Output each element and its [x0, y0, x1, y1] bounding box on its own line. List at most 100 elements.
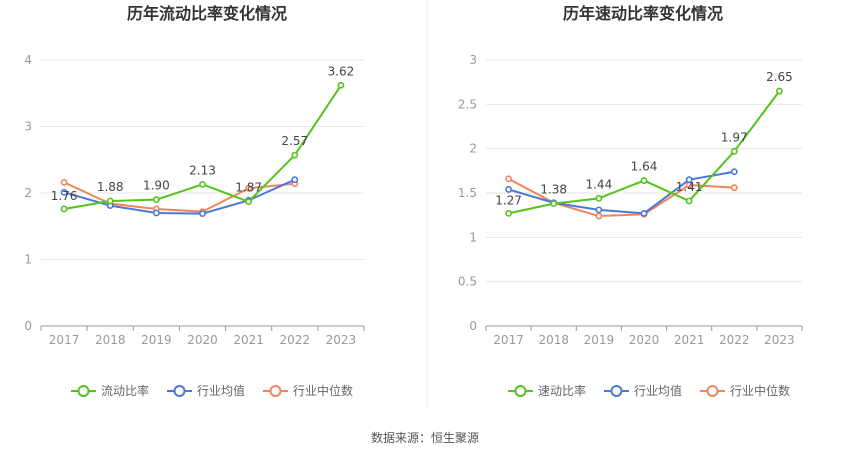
y-tick-label: 0 [469, 319, 477, 333]
data-label: 1.88 [97, 180, 124, 194]
data-point [60, 188, 68, 196]
x-tick-label: 2023 [326, 333, 357, 347]
source-note: 数据来源：恒生聚源 [370, 431, 479, 445]
x-tick-label: 2019 [141, 333, 172, 347]
data-point [245, 198, 253, 206]
data-label: 1.87 [235, 181, 262, 195]
data-point [505, 186, 512, 193]
x-tick-label: 2020 [629, 333, 660, 347]
data-point [685, 197, 693, 205]
legend-item[interactable]: 行业中位数 [263, 383, 353, 398]
data-point [730, 147, 738, 155]
data-point [730, 184, 738, 192]
y-tick-label: 1 [469, 230, 477, 244]
data-point [152, 196, 160, 204]
y-tick-label: 2.5 [458, 97, 477, 111]
data-point [505, 175, 512, 183]
legend-label: 行业均值 [634, 383, 682, 398]
x-tick-label: 2017 [49, 333, 80, 347]
x-tick-label: 2023 [764, 333, 795, 347]
data-label: 1.97 [721, 130, 748, 144]
data-label: 1.41 [676, 180, 703, 194]
y-tick-label: 0.5 [458, 275, 477, 289]
data-point [199, 180, 206, 188]
legend-item[interactable]: 行业均值 [167, 383, 245, 398]
x-tick-label: 2019 [584, 333, 615, 347]
legend-item[interactable]: 流动比率 [71, 383, 149, 398]
y-tick-label: 3 [469, 53, 477, 67]
x-tick-label: 2020 [187, 333, 218, 347]
y-tick-label: 2 [469, 142, 477, 156]
data-label: 2.13 [189, 163, 216, 177]
chart-1: 历年流动比率变化情况 0 1 2 3 4 2017 2018 2019 2020 2021 2022 2… [24, 4, 365, 398]
legend-label: 行业均值 [197, 383, 245, 398]
legend-item[interactable]: 行业均值 [604, 383, 682, 398]
series-1: 1.27 1.38 1.44 1.64 1.41 1.97 2.65 [495, 70, 793, 217]
data-point [730, 168, 738, 176]
series-line [508, 170, 735, 215]
legend-marker-icon [610, 385, 623, 397]
data-point [595, 212, 603, 220]
data-point [776, 87, 783, 95]
x-tick-label: 2018 [538, 333, 569, 347]
y-tick-label: 0 [24, 319, 32, 333]
data-point [199, 210, 206, 218]
data-point [505, 209, 512, 217]
x-tick-label: 2022 [280, 333, 311, 347]
data-point [60, 205, 68, 213]
data-label: 1.38 [540, 183, 567, 197]
data-point [245, 184, 253, 192]
chart-title: 历年流动比率变化情况 [127, 4, 287, 23]
series-1: 1.76 1.88 1.90 2.13 1.87 2.57 3.62 [51, 64, 355, 213]
chart-2: 历年速动比率变化情况 0 0.5 1 1.5 2 2.5 3 2017 2018 2019 2020 2… [458, 4, 803, 398]
data-point [550, 200, 558, 208]
x-tick-label: 2018 [95, 333, 126, 347]
data-label: 3.62 [328, 64, 355, 78]
data-point [595, 194, 603, 202]
legend-label: 行业中位数 [293, 383, 353, 398]
x-tick-label: 2021 [674, 333, 705, 347]
data-label: 1.64 [631, 160, 658, 174]
legend-label: 行业中位数 [730, 383, 790, 398]
charts-canvas: 历年流动比率变化情况 0 1 2 3 4 2017 2018 2019 2020 2021 2022 2… [24, 0, 803, 408]
data-point [291, 176, 299, 184]
y-tick-label: 1.5 [458, 186, 477, 200]
x-tick-label: 2022 [719, 333, 750, 347]
x-tick-label: 2021 [233, 333, 264, 347]
legend-marker-icon [706, 385, 719, 397]
data-point [291, 151, 299, 159]
series-line [508, 177, 735, 218]
data-label: 1.76 [51, 189, 78, 203]
y-tick-label: 4 [24, 53, 32, 67]
data-label: 1.44 [585, 177, 612, 191]
legend-label: 速动比率 [538, 383, 586, 398]
legend: 速动比率 行业均值 行业中位数 [508, 383, 790, 398]
data-point [640, 177, 648, 184]
data-point [60, 178, 68, 186]
data-point [106, 197, 114, 205]
chart-title: 历年速动比率变化情况 [563, 4, 723, 23]
data-point [595, 206, 603, 214]
legend: 流动比率 行业均值 行业中位数 [71, 383, 353, 398]
data-point [337, 81, 345, 89]
legend-marker-icon [77, 385, 90, 397]
series-line [63, 181, 295, 213]
data-point [640, 209, 648, 217]
legend-marker-icon [514, 385, 527, 397]
y-tick-label: 3 [24, 120, 32, 134]
data-label: 2.65 [766, 70, 793, 84]
data-point [685, 176, 693, 184]
data-label: 2.57 [281, 134, 308, 148]
legend-marker-icon [173, 385, 186, 397]
series-line [63, 178, 296, 215]
data-label: 1.27 [495, 193, 522, 207]
x-tick-label: 2017 [493, 333, 524, 347]
legend-label: 流动比率 [101, 383, 149, 398]
data-label: 1.90 [143, 179, 170, 193]
y-tick-label: 1 [24, 253, 32, 267]
data-point [152, 209, 160, 217]
legend-item[interactable]: 速动比率 [508, 383, 586, 398]
y-tick-label: 2 [24, 186, 32, 200]
legend-item[interactable]: 行业中位数 [700, 383, 790, 398]
